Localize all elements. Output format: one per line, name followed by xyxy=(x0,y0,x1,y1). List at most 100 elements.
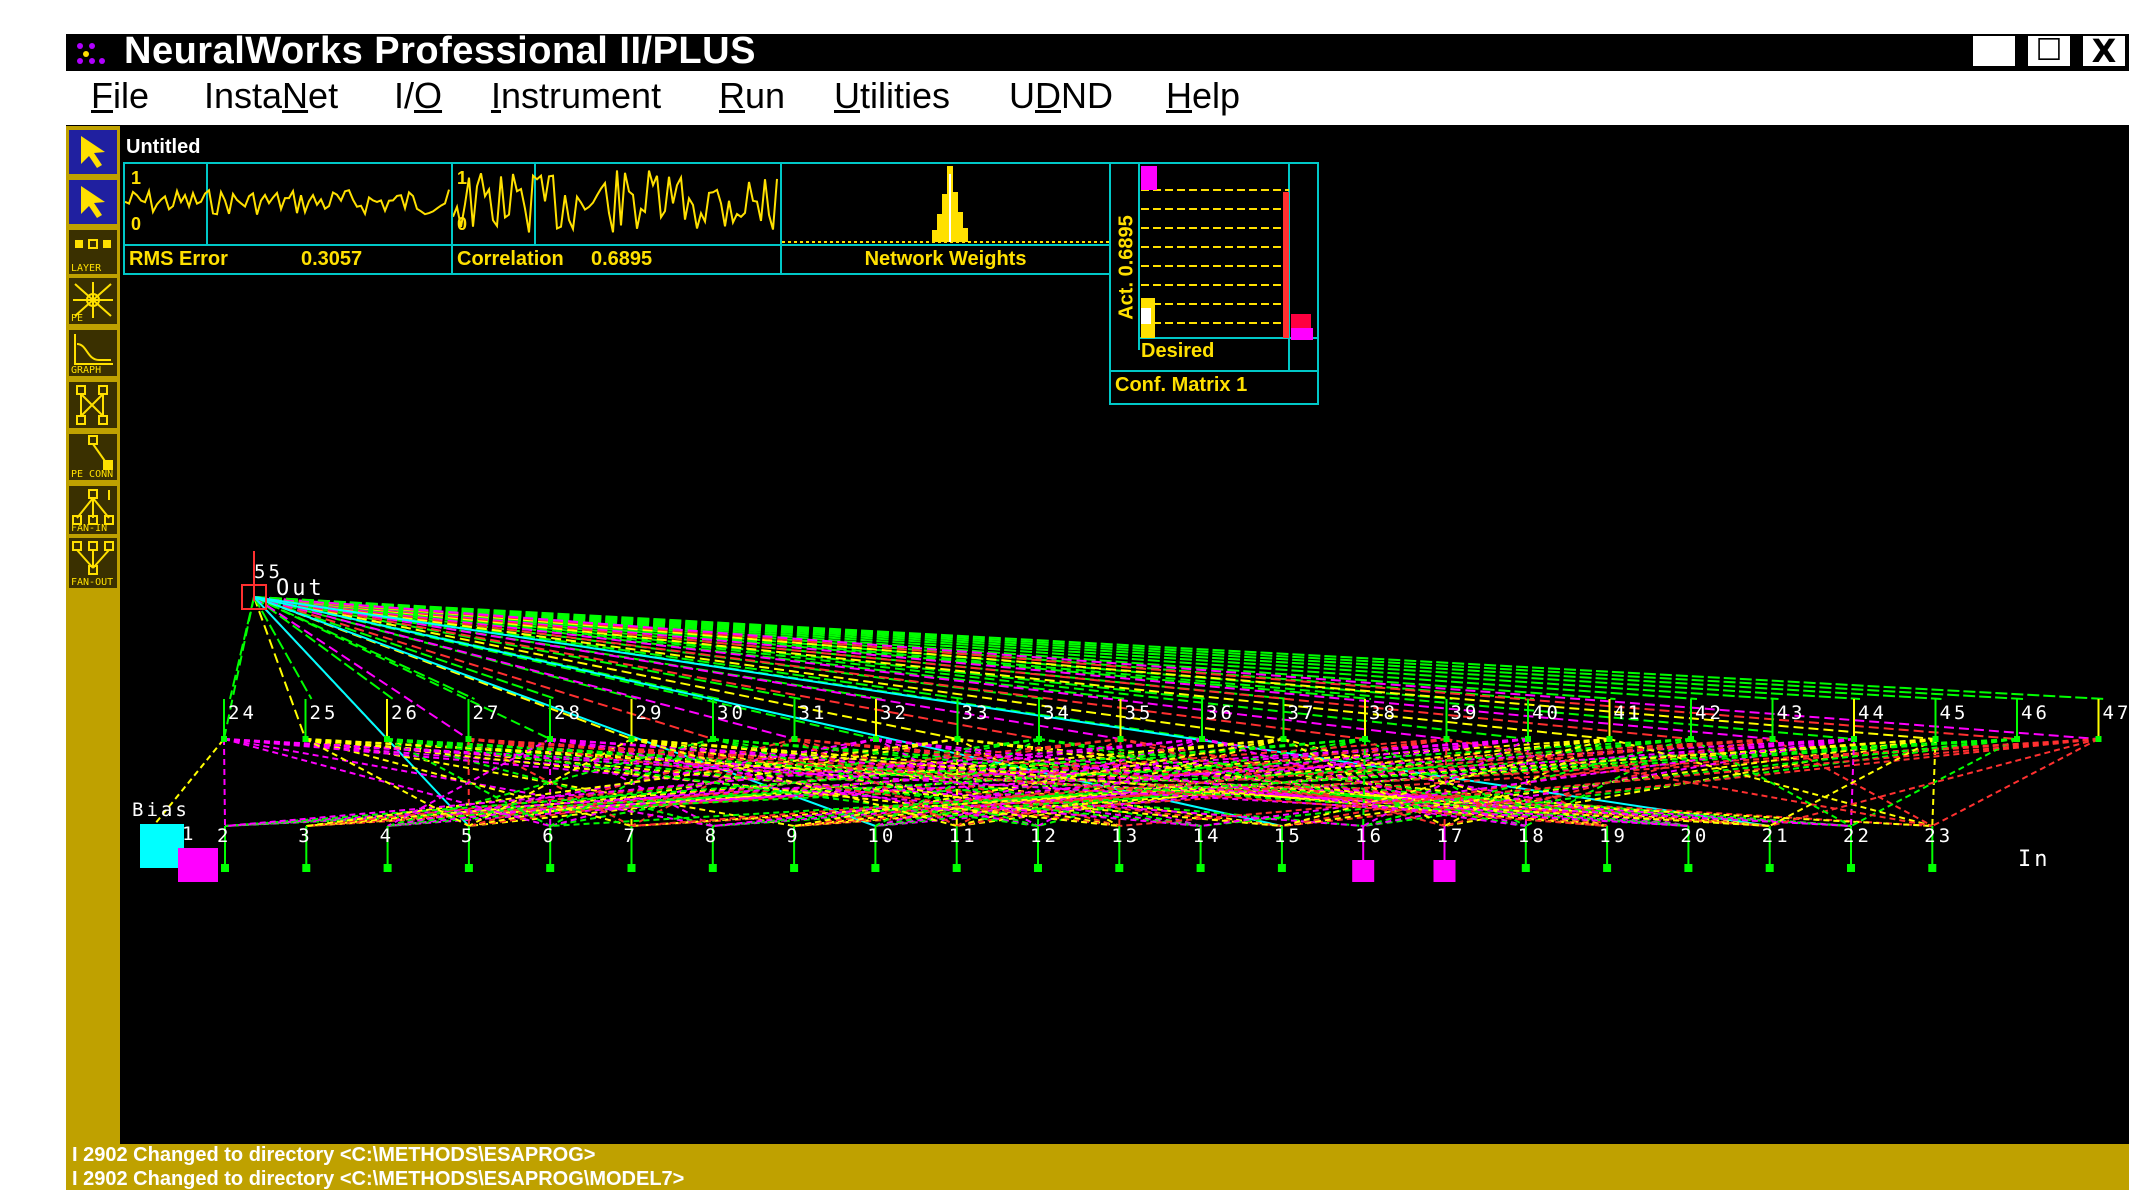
hidden-pe[interactable] xyxy=(547,736,553,742)
bias-pe[interactable] xyxy=(140,824,184,868)
hidden-pe[interactable] xyxy=(302,736,309,742)
tool-palette: LAYER PE GRAPH PE CONN FAN-IN FAN-OUT xyxy=(66,126,120,1170)
hidden-pe[interactable] xyxy=(1769,736,1776,742)
input-pe[interactable] xyxy=(1196,864,1205,872)
tool-pe[interactable]: PE xyxy=(69,278,117,324)
hidden-pe[interactable] xyxy=(873,736,879,742)
hidden-pe[interactable] xyxy=(791,736,798,742)
input-pe[interactable] xyxy=(1847,864,1855,872)
menu-instrument[interactable]: Instrument xyxy=(491,75,662,116)
hidden-pe[interactable] xyxy=(1688,736,1694,742)
menu-bar: File InstaNet I/O Instrument Run Utiliti… xyxy=(66,71,2129,125)
input-pe[interactable] xyxy=(1928,864,1937,872)
panel-divider xyxy=(125,244,451,246)
input-pe[interactable] xyxy=(302,864,311,872)
hidden-pe-number: 28 xyxy=(554,702,583,724)
menu-run[interactable]: Run xyxy=(719,75,786,116)
input-pe[interactable] xyxy=(708,864,717,872)
menu-udnd[interactable]: UDND xyxy=(1009,75,1113,116)
hidden-pe[interactable] xyxy=(2095,736,2102,742)
input-pe-number: 14 xyxy=(1193,825,1222,847)
hidden-pe-number: 25 xyxy=(310,702,339,724)
hidden-pe[interactable] xyxy=(1362,736,1368,742)
rms-error-label: RMS Error xyxy=(129,248,228,270)
tool-select-alt[interactable] xyxy=(69,180,117,224)
pe-icon xyxy=(73,282,113,318)
pe-connect-icon xyxy=(88,435,113,470)
input-pe[interactable] xyxy=(1277,864,1286,872)
input-pe-number: 21 xyxy=(1762,825,1791,847)
input-pe-active[interactable] xyxy=(1433,860,1456,882)
hidden-pe[interactable] xyxy=(1036,736,1042,742)
hidden-pe[interactable] xyxy=(628,736,635,742)
input-pe[interactable] xyxy=(383,864,392,872)
input-pe[interactable] xyxy=(790,864,799,872)
hidden-pe[interactable] xyxy=(1443,736,1450,742)
input-pe[interactable] xyxy=(464,864,473,872)
network-weights-panel[interactable]: Network Weights xyxy=(780,162,1111,275)
hidden-pe-number: 29 xyxy=(636,702,665,724)
output-pe[interactable] xyxy=(241,584,267,610)
input-pe[interactable] xyxy=(871,864,880,872)
correlation-tick-bottom: 0 xyxy=(457,214,468,234)
network-workspace[interactable]: Untitled 1 0 RMS Error 0.3057 1 0 Correl… xyxy=(120,126,2129,1170)
input-pe-active[interactable] xyxy=(1352,860,1375,882)
input-pe[interactable] xyxy=(627,864,636,872)
confusion-matrix-panel[interactable]: Act. 0.6895 Desired Conf. Matrix 1 xyxy=(1109,162,1319,405)
hidden-pe-number: 45 xyxy=(1940,702,1969,724)
hidden-pe[interactable] xyxy=(465,736,472,742)
tool-network[interactable] xyxy=(69,382,117,428)
tool-select[interactable] xyxy=(69,130,117,174)
hidden-pe[interactable] xyxy=(1280,736,1287,742)
menu-io[interactable]: I/O xyxy=(394,75,443,116)
correlation-panel[interactable]: 1 0 Correlation 0.6895 xyxy=(451,162,782,275)
hidden-pe[interactable] xyxy=(710,736,716,742)
tool-label: PE xyxy=(71,313,84,324)
hidden-pe[interactable] xyxy=(954,736,961,742)
hidden-pe-number: 40 xyxy=(1532,702,1561,724)
correlation-plot xyxy=(453,164,778,244)
input-pe[interactable] xyxy=(1521,864,1530,872)
maximize-button[interactable]: ☐ xyxy=(2026,34,2072,68)
tool-fan-out[interactable]: FAN-OUT xyxy=(69,538,117,588)
input-pe-number: 20 xyxy=(1680,825,1709,847)
input-pe[interactable] xyxy=(546,864,555,872)
title-bar[interactable]: NeuralWorks Professional II/PLUS _ ☐ X xyxy=(66,34,2129,72)
minimize-button[interactable]: _ xyxy=(1971,34,2017,68)
hidden-pe[interactable] xyxy=(1117,736,1124,742)
hidden-pe[interactable] xyxy=(1606,736,1613,742)
output-pe-number: 55 xyxy=(254,561,283,583)
hidden-pe[interactable] xyxy=(1525,736,1531,742)
hidden-pe[interactable] xyxy=(221,736,227,742)
input-pe[interactable] xyxy=(1115,864,1124,872)
input-pe[interactable] xyxy=(1034,864,1042,872)
hidden-pe[interactable] xyxy=(384,736,390,742)
panel-divider xyxy=(453,244,780,246)
tool-graph[interactable]: GRAPH xyxy=(69,330,117,376)
correlation-tick-top: 1 xyxy=(457,168,468,188)
menu-instanet[interactable]: InstaNet xyxy=(204,75,339,116)
rms-error-panel[interactable]: 1 0 RMS Error 0.3057 xyxy=(123,162,453,275)
input-pe[interactable] xyxy=(952,864,961,872)
input-pe-number: 12 xyxy=(1030,825,1059,847)
tool-layer[interactable]: LAYER xyxy=(69,230,117,274)
menu-utilities[interactable]: Utilities xyxy=(834,75,951,116)
input-pe[interactable] xyxy=(1603,864,1612,872)
input-pe-first[interactable] xyxy=(178,848,218,882)
tool-fan-in[interactable]: FAN-IN xyxy=(69,486,117,534)
tool-pe-connect[interactable]: PE CONN xyxy=(69,434,117,480)
menu-file[interactable]: File xyxy=(91,75,150,116)
hidden-pe[interactable] xyxy=(1932,736,1939,742)
hidden-pe[interactable] xyxy=(1199,736,1205,742)
input-pe[interactable] xyxy=(221,864,229,872)
output-layer-label: Out xyxy=(276,576,325,601)
input-pe[interactable] xyxy=(1684,864,1693,872)
hidden-pe[interactable] xyxy=(2014,736,2020,742)
network-icon xyxy=(76,385,108,425)
close-button[interactable]: X xyxy=(2081,34,2127,68)
input-pe[interactable] xyxy=(1765,864,1774,872)
input-pe-number: 18 xyxy=(1518,825,1547,847)
hidden-pe[interactable] xyxy=(1851,736,1857,742)
menu-help[interactable]: Help xyxy=(1166,75,1241,116)
